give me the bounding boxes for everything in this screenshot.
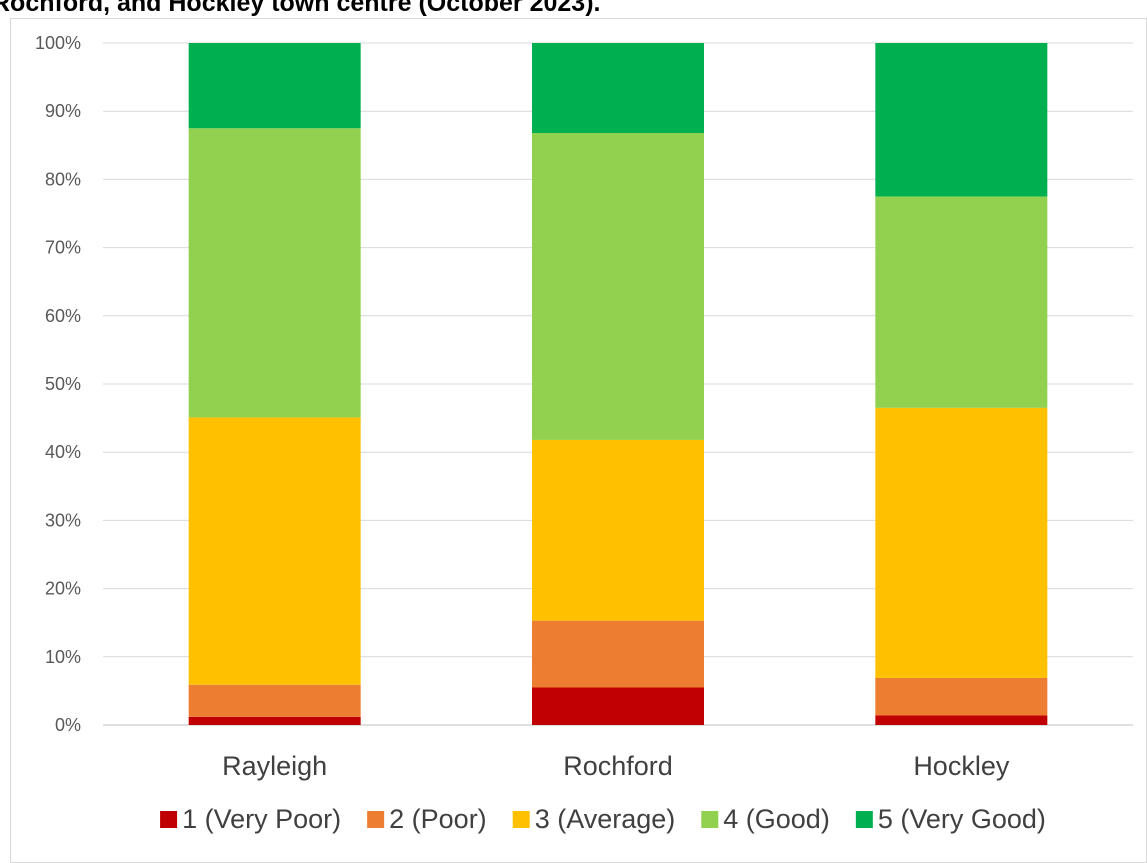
legend-label: 4 (Good) xyxy=(723,804,830,834)
bar-segment-hockley-2 xyxy=(875,677,1048,716)
y-tick-label: 70% xyxy=(45,238,81,258)
legend-label: 1 (Very Poor) xyxy=(182,804,341,834)
legend: 1 (Very Poor) 2 (Poor) 3 (Average) 4 (Good)… xyxy=(160,804,1046,834)
y-tick-label: 90% xyxy=(45,101,81,121)
bar-segment-rochford-3 xyxy=(532,439,704,621)
y-tick-label: 60% xyxy=(45,306,81,326)
legend-item: 5 (Very Good) xyxy=(855,804,1046,834)
legend-swatch xyxy=(160,811,178,828)
bar-segment-hockley-5 xyxy=(875,43,1048,197)
bar-segment-rayleigh-3 xyxy=(188,417,361,685)
legend-item: 3 (Average) xyxy=(512,804,676,834)
x-category-label: Hockley xyxy=(913,751,1010,781)
x-axis: Rayleigh Rochford Hockley xyxy=(222,751,1010,781)
legend-swatch xyxy=(367,811,385,828)
bar-segment-rochford-1 xyxy=(532,687,704,725)
y-tick-label: 100% xyxy=(35,33,81,53)
x-category-label: Rochford xyxy=(563,751,673,781)
legend-item: 1 (Very Poor) xyxy=(160,804,341,834)
legend-item: 4 (Good) xyxy=(701,804,830,834)
bars xyxy=(188,43,1048,725)
y-tick-label: 40% xyxy=(45,442,81,462)
bar-segment-rayleigh-5 xyxy=(188,43,361,129)
y-axis-ticks: 0% 10% 20% 30% 40% 50% 60% 70% 80% 90% 100% xyxy=(35,33,81,735)
y-tick-label: 50% xyxy=(45,374,81,394)
legend-label: 5 (Very Good) xyxy=(878,804,1046,834)
y-tick-label: 10% xyxy=(45,647,81,667)
chart-title: Rochford, and Hockley town centre (Octob… xyxy=(0,0,601,17)
y-tick-label: 20% xyxy=(45,579,81,599)
legend-swatch xyxy=(855,811,873,828)
legend-swatch xyxy=(512,811,530,828)
bar-segment-rochford-4 xyxy=(532,133,704,440)
y-tick-label: 30% xyxy=(45,510,81,530)
bar-segment-rayleigh-1 xyxy=(188,716,361,725)
bar-segment-rayleigh-2 xyxy=(188,684,361,717)
legend-item: 2 (Poor) xyxy=(367,804,487,834)
x-category-label: Rayleigh xyxy=(222,751,327,781)
legend-label: 3 (Average) xyxy=(535,804,676,834)
bar-segment-rochford-2 xyxy=(532,620,704,688)
bar-segment-hockley-1 xyxy=(875,715,1048,725)
y-tick-label: 80% xyxy=(45,169,81,189)
legend-label: 2 (Poor) xyxy=(389,804,487,834)
legend-swatch xyxy=(701,811,719,828)
bar-segment-hockley-3 xyxy=(875,407,1048,678)
bar-segment-rochford-5 xyxy=(532,43,704,134)
bar-segment-hockley-4 xyxy=(875,196,1048,408)
bar-segment-rayleigh-4 xyxy=(188,128,361,418)
y-tick-label: 0% xyxy=(55,715,81,735)
